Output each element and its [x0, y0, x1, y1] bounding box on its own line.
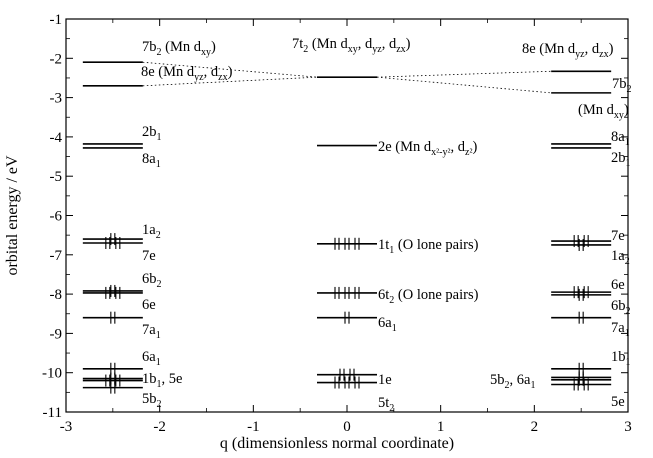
- axes: -3 -2 -1 0 1 2 3-1-2-3-4-5-6-7-8-9-10-11q (dim…: [4, 12, 632, 452]
- y-tick-label: -5: [50, 169, 63, 185]
- correlation-lines: [142, 61, 552, 94]
- x-axis-title: q (dimensionless normal coordinate): [220, 435, 454, 452]
- label-right-5e: 5e: [611, 394, 625, 410]
- level-labels: 7b2 (Mn dxy) 8e (Mn dyz, dzx) 2b1 8a1 1a…: [141, 36, 632, 414]
- label-left-7a1: 7a1: [142, 322, 161, 341]
- label-left-6b2: 6b2: [142, 271, 162, 290]
- label-right-8a1: 8a1: [611, 129, 630, 148]
- y-axis-title: orbital energy / eV: [4, 155, 21, 276]
- y-tick-label: -3: [50, 91, 63, 107]
- label-mid-2e: 2e (Mn dx²-y², dz²): [378, 139, 477, 158]
- label-left-8a1: 8a1: [142, 151, 161, 170]
- correlation-line: [376, 76, 552, 94]
- label-left-7e: 7e: [142, 248, 156, 264]
- y-tick-label: -4: [50, 130, 63, 146]
- label-right-8e: 8e (Mn dyz, dzx): [522, 41, 614, 60]
- label-right-7b2-paren: (Mn dxy): [578, 102, 629, 121]
- correlation-line: [376, 70, 552, 78]
- y-tick-label: -9: [50, 326, 63, 342]
- label-mid-5t2: 5t2: [378, 395, 394, 414]
- label-right-1a2: 1a2: [611, 248, 630, 267]
- label-left-6a1: 6a1: [142, 349, 161, 368]
- x-tick-label: -1: [247, 419, 260, 435]
- label-left-7b2: 7b2 (Mn dxy): [142, 39, 216, 58]
- label-right-7a1: 7a1: [611, 320, 630, 339]
- label-left-6e: 6e: [142, 297, 156, 313]
- x-tick-label: -2: [153, 419, 166, 435]
- label-right-5b2-6a1: 5b2, 6a1: [490, 372, 535, 391]
- label-left-8e: 8e (Mn dyz, dzx): [141, 64, 233, 83]
- label-mid-6a1: 6a1: [378, 315, 397, 334]
- label-mid-6t2: 6t2 (O lone pairs): [378, 287, 479, 306]
- x-tick-label: 3: [624, 419, 632, 435]
- correlation-line: [142, 76, 318, 87]
- label-right-6b2: 6b2: [611, 298, 631, 317]
- label-left-5b2: 5b2: [142, 391, 162, 410]
- label-mid-1e: 1e: [378, 372, 392, 388]
- y-tick-label: -11: [43, 405, 62, 421]
- label-mid-7t2: 7t2 (Mn dxy, dyz, dzx): [292, 36, 411, 55]
- y-tick-label: -6: [50, 209, 63, 225]
- x-tick-label: 2: [531, 419, 539, 435]
- label-right-7b2: 7b2: [612, 76, 632, 95]
- label-right-1b1: 1b1: [611, 349, 631, 368]
- label-left-2b1: 2b1: [142, 124, 162, 143]
- y-tick-label: -8: [50, 287, 63, 303]
- y-tick-label: -7: [50, 248, 63, 264]
- x-tick-label: -3: [60, 419, 73, 435]
- label-right-6e: 6e: [611, 277, 625, 293]
- label-left-1b1-5e: 1b1, 5e: [142, 371, 182, 390]
- x-tick-label: 0: [343, 419, 351, 435]
- y-tick-label: -10: [42, 366, 62, 382]
- label-right-2b1: 2b1: [611, 150, 631, 169]
- x-tick-label: 1: [437, 419, 445, 435]
- y-tick-label: -2: [50, 51, 63, 67]
- label-right-7e: 7e: [611, 228, 625, 244]
- y-tick-label: -1: [50, 12, 63, 28]
- label-mid-1t1: 1t1 (O lone pairs): [378, 237, 479, 256]
- energy-levels: [82, 61, 612, 394]
- correlation-line: [142, 61, 318, 78]
- label-left-1a2: 1a2: [142, 222, 161, 241]
